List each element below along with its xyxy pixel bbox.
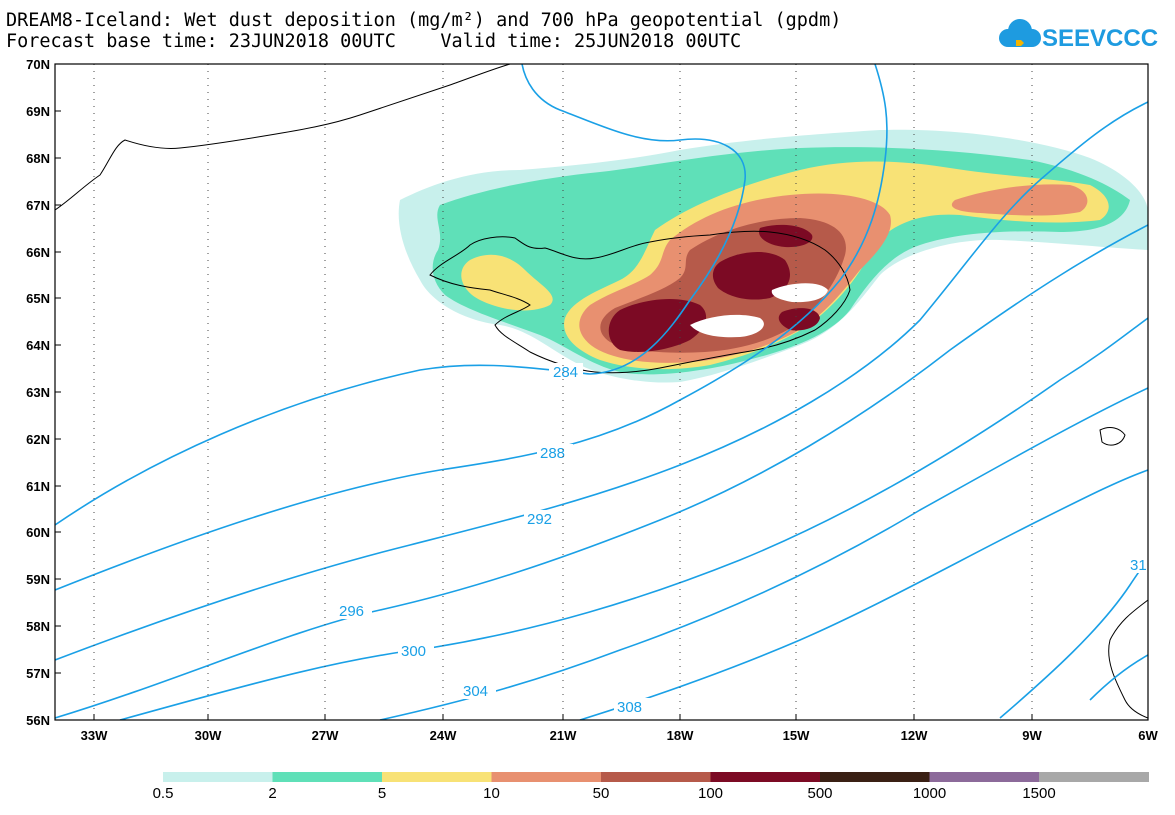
- legend-swatch: [601, 772, 711, 782]
- lon-label: 9W: [1022, 728, 1042, 743]
- lat-label: 64N: [26, 338, 50, 353]
- logo-text: SEEVCCC: [1042, 25, 1158, 52]
- contour-label: 284: [553, 364, 578, 381]
- lon-axis: 33W 30W 27W 24W 21W 18W 15W 12W 9W 6W: [81, 714, 1158, 743]
- contour-316: [1089, 654, 1148, 701]
- legend-swatch: [382, 772, 492, 782]
- legend-label: 0.5: [152, 785, 174, 802]
- contour-label: 31: [1130, 557, 1147, 574]
- legend-label: 2: [268, 785, 277, 802]
- forecast-times: Forecast base time: 23JUN2018 00UTC Vali…: [6, 31, 742, 52]
- contour-284: [55, 64, 746, 526]
- contour-label: 308: [617, 699, 642, 716]
- gridlines: [93, 64, 1033, 720]
- contour-300: [119, 317, 1148, 720]
- coastlines: [55, 64, 1148, 719]
- legend-swatch: [272, 772, 383, 782]
- legend-swatch: [491, 772, 602, 782]
- lat-label: 65N: [26, 291, 50, 306]
- geopotential-contours: [55, 64, 1148, 720]
- contour-292: [55, 101, 1148, 661]
- contour-label: 288: [540, 445, 565, 462]
- lat-label: 59N: [26, 572, 50, 587]
- legend-swatch: [820, 772, 930, 782]
- lat-label: 66N: [26, 245, 50, 260]
- legend-swatch: [929, 772, 1040, 782]
- lon-label: 24W: [430, 728, 457, 743]
- legend-swatch: [1039, 772, 1149, 782]
- dust-level-100: [608, 224, 820, 352]
- legend-label: 50: [592, 785, 610, 802]
- lon-label: 15W: [783, 728, 810, 743]
- lon-label: 12W: [901, 728, 928, 743]
- contour-296: [55, 224, 1148, 719]
- contour-label-group: 284 288 292 296 300 304 308 31: [336, 363, 1148, 716]
- contour-label: 300: [401, 643, 426, 660]
- contour-308: [579, 469, 1148, 720]
- scotland-coast: [1108, 599, 1148, 719]
- faroe-islands: [1099, 427, 1126, 446]
- contour-label: 296: [339, 603, 364, 620]
- contour-304: [379, 387, 1148, 720]
- lat-label: 61N: [26, 479, 50, 494]
- dust-gap: [690, 283, 828, 338]
- legend-label: 1000: [912, 785, 947, 802]
- lat-label: 57N: [26, 666, 50, 681]
- map-content: 284 288 292 296 300 304 308 31: [55, 64, 1148, 720]
- lat-label: 68N: [26, 151, 50, 166]
- dust-deposition-field: [398, 129, 1148, 383]
- contour-312: [999, 559, 1148, 719]
- lat-label: 60N: [26, 525, 50, 540]
- contour-label: 292: [527, 511, 552, 528]
- legend-label: 1500: [1022, 785, 1056, 802]
- legend-label: 5: [377, 785, 387, 802]
- lat-label: 56N: [26, 713, 50, 728]
- cloud-icon: [999, 19, 1041, 47]
- legend-label: 500: [807, 785, 833, 802]
- contour-label: 304: [463, 683, 488, 700]
- lat-label: 70N: [26, 57, 50, 72]
- legend-label: 100: [697, 785, 724, 802]
- lon-label: 6W: [1138, 728, 1158, 743]
- lon-label: 21W: [550, 728, 577, 743]
- lat-label: 58N: [26, 619, 50, 634]
- greenland-coast: [55, 64, 511, 211]
- lon-label: 27W: [312, 728, 339, 743]
- legend-label: 10: [483, 785, 500, 802]
- lon-label: 18W: [667, 728, 694, 743]
- contour-288: [55, 64, 888, 591]
- lon-label: 30W: [195, 728, 222, 743]
- lat-label: 63N: [26, 385, 50, 400]
- lat-axis: 70N 69N 68N 67N 66N 65N 64N 63N 62N 61N …: [26, 57, 61, 728]
- legend-swatch: [710, 772, 821, 782]
- iceland-coast: [429, 230, 851, 374]
- lat-label: 69N: [26, 104, 50, 119]
- lat-label: 62N: [26, 432, 50, 447]
- lon-label: 33W: [81, 728, 108, 743]
- legend-colorbar: [163, 772, 1149, 782]
- legend-swatch: [163, 772, 273, 782]
- lat-label: 67N: [26, 198, 50, 213]
- map-title: DREAM8-Iceland: Wet dust deposition (mg/…: [6, 10, 842, 31]
- seevccc-logo: SEEVCCC: [990, 14, 1160, 58]
